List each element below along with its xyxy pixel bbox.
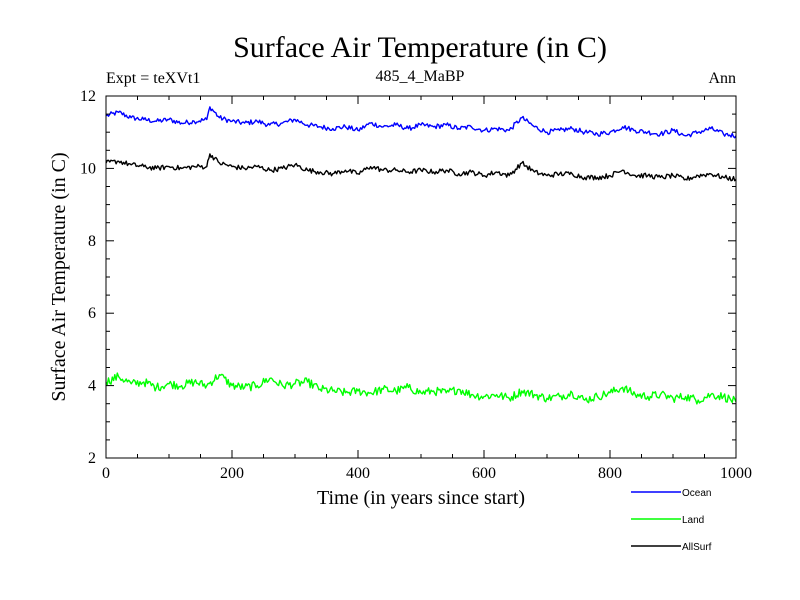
- y-tick-label: 10: [80, 160, 96, 177]
- x-tick-label: 0: [102, 465, 110, 482]
- x-tick-label: 600: [472, 465, 496, 482]
- x-axis-label: Time (in years since start): [317, 487, 525, 509]
- x-tick-label: 800: [598, 465, 622, 482]
- y-tick-label: 12: [80, 88, 96, 105]
- legend-item-ocean: Ocean: [631, 488, 711, 499]
- legend-item-allsurf: AllSurf: [631, 542, 712, 553]
- chart-title: Surface Air Temperature (in C): [233, 31, 607, 64]
- y-tick-label: 4: [88, 378, 96, 395]
- legend: Ocean Land AllSurf: [631, 488, 712, 553]
- series-line-allsurf: [105, 153, 737, 182]
- series-layer: [105, 106, 737, 405]
- chart-subtitle: 485_4_MaBP: [376, 68, 465, 85]
- y-tick-label: 8: [88, 233, 96, 250]
- series-line-ocean: [105, 106, 737, 139]
- chart-annotation-right: Ann: [708, 70, 736, 87]
- legend-label: Ocean: [682, 488, 711, 499]
- series-line-land: [105, 372, 737, 405]
- legend-label: AllSurf: [682, 542, 712, 553]
- y-tick-label: 2: [88, 450, 96, 467]
- x-tick-label: 200: [220, 465, 244, 482]
- axis-layer: 0 200 400 600 800 1000 2 4 6 8 10 12: [80, 88, 752, 482]
- y-tick-label: 6: [88, 305, 96, 322]
- legend-label: Land: [682, 515, 704, 526]
- x-tick-label: 1000: [720, 465, 752, 482]
- chart-annotation-left: Expt = teXVt1: [106, 70, 200, 87]
- plot-frame: [105, 95, 737, 459]
- y-axis-label: Surface Air Temperature (in C): [48, 152, 70, 401]
- legend-item-land: Land: [631, 515, 704, 526]
- x-tick-label: 400: [346, 465, 370, 482]
